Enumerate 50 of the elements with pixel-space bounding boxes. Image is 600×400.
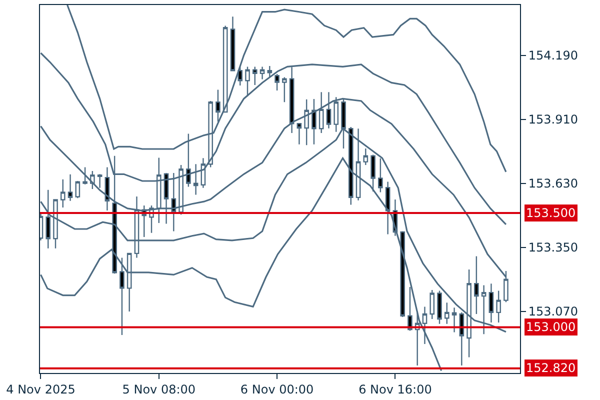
candlestick <box>296 123 302 146</box>
ref-line-label: 153.500 <box>526 206 576 220</box>
candlestick <box>104 166 110 212</box>
x-tick-label: 5 Nov 08:00 <box>122 382 196 396</box>
candlestick <box>245 66 250 98</box>
candlestick <box>363 148 368 166</box>
candlestick <box>400 230 405 318</box>
candlestick <box>444 302 450 324</box>
candlestick <box>193 163 198 196</box>
candlestick <box>46 189 51 250</box>
candlestick <box>252 66 258 86</box>
candlestick <box>378 158 383 193</box>
candlestick <box>496 290 501 324</box>
candlestick <box>282 76 287 103</box>
candlestick <box>60 178 66 208</box>
candlestick <box>75 180 80 199</box>
candlestick <box>68 174 73 202</box>
candlestick <box>385 181 390 235</box>
candlestick <box>53 198 58 250</box>
x-tick-label: 6 Nov 00:00 <box>240 382 314 396</box>
candlestick <box>82 166 88 186</box>
candlestick <box>452 307 457 333</box>
candlestick <box>238 66 243 86</box>
x-tick-label: 6 Nov 16:00 <box>358 382 432 396</box>
y-tick-label: 154.190 <box>528 48 578 62</box>
y-tick-label: 153.630 <box>528 176 578 190</box>
candlestick <box>488 283 494 324</box>
candlestick <box>430 289 435 320</box>
x-tick-label: 4 Nov 2025 <box>6 382 76 396</box>
candlestick <box>408 286 412 332</box>
candlestick <box>200 158 206 188</box>
candlestick <box>97 174 102 188</box>
candlestick <box>422 306 428 345</box>
candlestick <box>222 25 228 114</box>
candlestick <box>437 290 442 324</box>
ref-line-label: 152.820 <box>526 361 576 375</box>
candlestick <box>260 66 265 80</box>
y-tick-label: 153.070 <box>528 304 578 318</box>
candlestick <box>126 252 132 312</box>
y-tick-label: 153.910 <box>528 112 578 126</box>
ref-line-label: 153.000 <box>526 320 576 334</box>
candlestick <box>267 65 272 78</box>
candlestick <box>274 73 280 92</box>
candlestick <box>120 257 124 336</box>
candlestick <box>178 164 184 216</box>
candlestick <box>208 100 213 168</box>
candlestick <box>474 256 479 315</box>
y-tick-label: 153.350 <box>528 240 578 254</box>
candlestick <box>216 89 220 122</box>
candlestick <box>230 16 236 72</box>
